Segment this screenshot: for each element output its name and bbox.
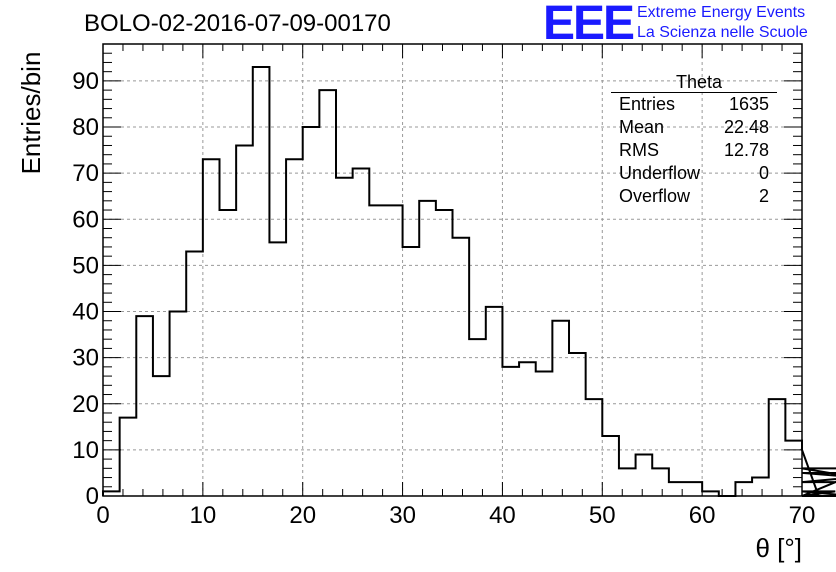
stats-label: Entries [619, 94, 676, 114]
stats-row: Overflow 2 [611, 185, 777, 208]
x-axis-label: θ [°] [755, 533, 802, 563]
stats-value: 22.48 [723, 117, 769, 137]
stats-value: 0 [758, 163, 769, 183]
y-tick-label: 60 [72, 206, 99, 233]
x-tick-label: 40 [489, 502, 516, 529]
x-tick-label: 10 [190, 502, 217, 529]
axis-ticks [102, 43, 803, 497]
stats-label: Mean [619, 117, 665, 137]
y-tick-label: 20 [72, 391, 99, 418]
stats-title: Theta [611, 72, 777, 93]
y-tick-label: 40 [72, 299, 99, 326]
stats-row: RMS 12.78 [611, 139, 777, 162]
stats-value: 2 [758, 186, 769, 206]
plot-frame [102, 43, 803, 497]
y-tick-label: 10 [72, 437, 99, 464]
x-tick-label: 20 [289, 502, 316, 529]
y-tick-label: 80 [72, 114, 99, 141]
logo-line-1: Extreme Energy Events [637, 4, 806, 21]
y-tick-label: 30 [72, 345, 99, 372]
stats-row: Underflow 0 [611, 162, 777, 185]
y-tick-label: 90 [72, 68, 99, 95]
y-axis-label: Entries/bin [16, 51, 46, 175]
stats-label: RMS [619, 140, 659, 160]
x-tick-label: 50 [589, 502, 616, 529]
y-tick-label: 50 [72, 252, 99, 279]
y-tick-label: 0 [86, 483, 99, 510]
x-tick-label: 0 [96, 502, 109, 529]
eee-logo-text: Extreme Energy Events La Scienza nelle S… [637, 3, 808, 43]
chart-title: BOLO-02-2016-07-09-00170 [84, 10, 391, 37]
stats-value: 1635 [728, 94, 769, 114]
y-tick-label: 70 [72, 160, 99, 187]
x-tick-label: 70 [789, 502, 816, 529]
stats-label: Overflow [619, 186, 691, 206]
x-tick-label: 30 [389, 502, 416, 529]
x-tick-label: 60 [689, 502, 716, 529]
logo-line-2: La Scienza nelle Scuole [637, 24, 808, 41]
eee-logo: EEE [543, 0, 635, 50]
stats-label: Underflow [619, 163, 701, 183]
stats-box: Theta Entries 1635 Mean 22.48 RMS 12.78 Und… [611, 72, 777, 208]
stats-row: Mean 22.48 [611, 116, 777, 139]
histogram-step-line [102, 66, 836, 497]
stats-row: Entries 1635 [611, 93, 777, 116]
stats-value: 12.78 [723, 140, 769, 160]
